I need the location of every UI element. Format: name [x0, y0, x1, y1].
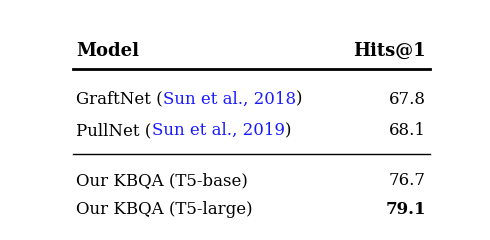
Text: ): )	[285, 122, 291, 139]
Text: GraftNet (: GraftNet (	[76, 90, 163, 108]
Text: 76.7: 76.7	[389, 172, 426, 189]
Text: 68.1: 68.1	[389, 122, 426, 139]
Text: ): )	[296, 90, 303, 108]
Text: Hits@1: Hits@1	[353, 42, 426, 60]
Text: PullNet (: PullNet (	[76, 122, 152, 139]
Text: 79.1: 79.1	[385, 201, 426, 218]
Text: Model: Model	[76, 42, 140, 60]
Text: Sun et al., 2019: Sun et al., 2019	[152, 122, 285, 139]
Text: Our KBQA (T5-base): Our KBQA (T5-base)	[76, 172, 248, 189]
Text: 67.8: 67.8	[389, 90, 426, 108]
Text: Our KBQA (T5-large): Our KBQA (T5-large)	[76, 201, 253, 218]
Text: Sun et al., 2018: Sun et al., 2018	[163, 90, 296, 108]
